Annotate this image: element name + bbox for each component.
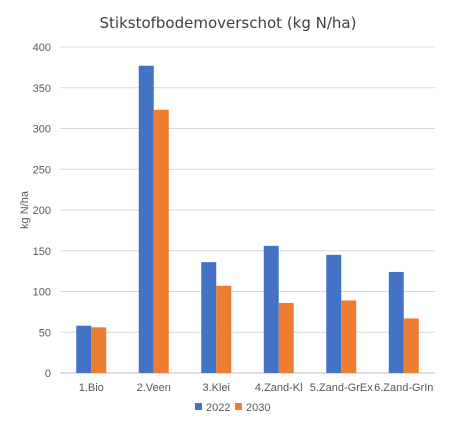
y-tick-label: 250 xyxy=(33,164,51,176)
bar-2022-2 xyxy=(138,65,154,374)
x-tick-label: 1.Bio xyxy=(79,382,104,394)
x-tick-label: 6.Zand-GrIn xyxy=(374,382,433,394)
bar-2030-4 xyxy=(278,302,294,373)
y-tick-label: 100 xyxy=(33,287,51,299)
bar-2022-3 xyxy=(201,262,217,373)
bar-2022-1 xyxy=(76,325,92,373)
x-tick-label: 3.Klei xyxy=(202,382,230,394)
legend-swatch-2030 xyxy=(235,403,242,410)
x-tick-label: 4.Zand-Kl xyxy=(255,382,303,394)
y-tick-label: 300 xyxy=(33,124,51,136)
legend-label-2030: 2030 xyxy=(246,402,270,414)
legend: 2022 2030 xyxy=(195,402,270,414)
y-tick-label: 400 xyxy=(33,42,51,54)
y-tick-label: 350 xyxy=(33,83,51,95)
x-tick-label: 5.Zand-GrEx xyxy=(310,382,373,394)
bar-2030-6 xyxy=(403,318,419,373)
legend-swatch-2022 xyxy=(195,403,202,410)
bar-2030-3 xyxy=(216,285,232,373)
bar-2022-5 xyxy=(326,254,342,373)
bar-2022-6 xyxy=(388,271,404,373)
legend-label-2022: 2022 xyxy=(206,402,230,414)
x-tick-label: 2.Veen xyxy=(137,382,171,394)
bar-2030-1 xyxy=(91,327,107,373)
gridlines xyxy=(60,46,435,374)
y-tick-label: 200 xyxy=(33,205,51,217)
bar-2030-2 xyxy=(153,109,169,373)
y-axis-label: kg N/ha xyxy=(19,190,31,229)
chart-title: Stikstofbodemoverschot (kg N/ha) xyxy=(100,14,357,32)
bar-2030-5 xyxy=(341,300,357,373)
y-axis-ticks: 0 50 100 150 200 250 300 350 400 xyxy=(33,42,51,380)
bar-2022-4 xyxy=(263,245,279,373)
y-tick-label: 50 xyxy=(39,327,51,339)
bars xyxy=(76,65,419,374)
y-tick-label: 150 xyxy=(33,246,51,258)
x-axis-ticks: 1.Bio 2.Veen 3.Klei 4.Zand-Kl 5.Zand-GrEx 6.Z… xyxy=(79,382,434,394)
y-tick-label: 0 xyxy=(45,368,51,380)
